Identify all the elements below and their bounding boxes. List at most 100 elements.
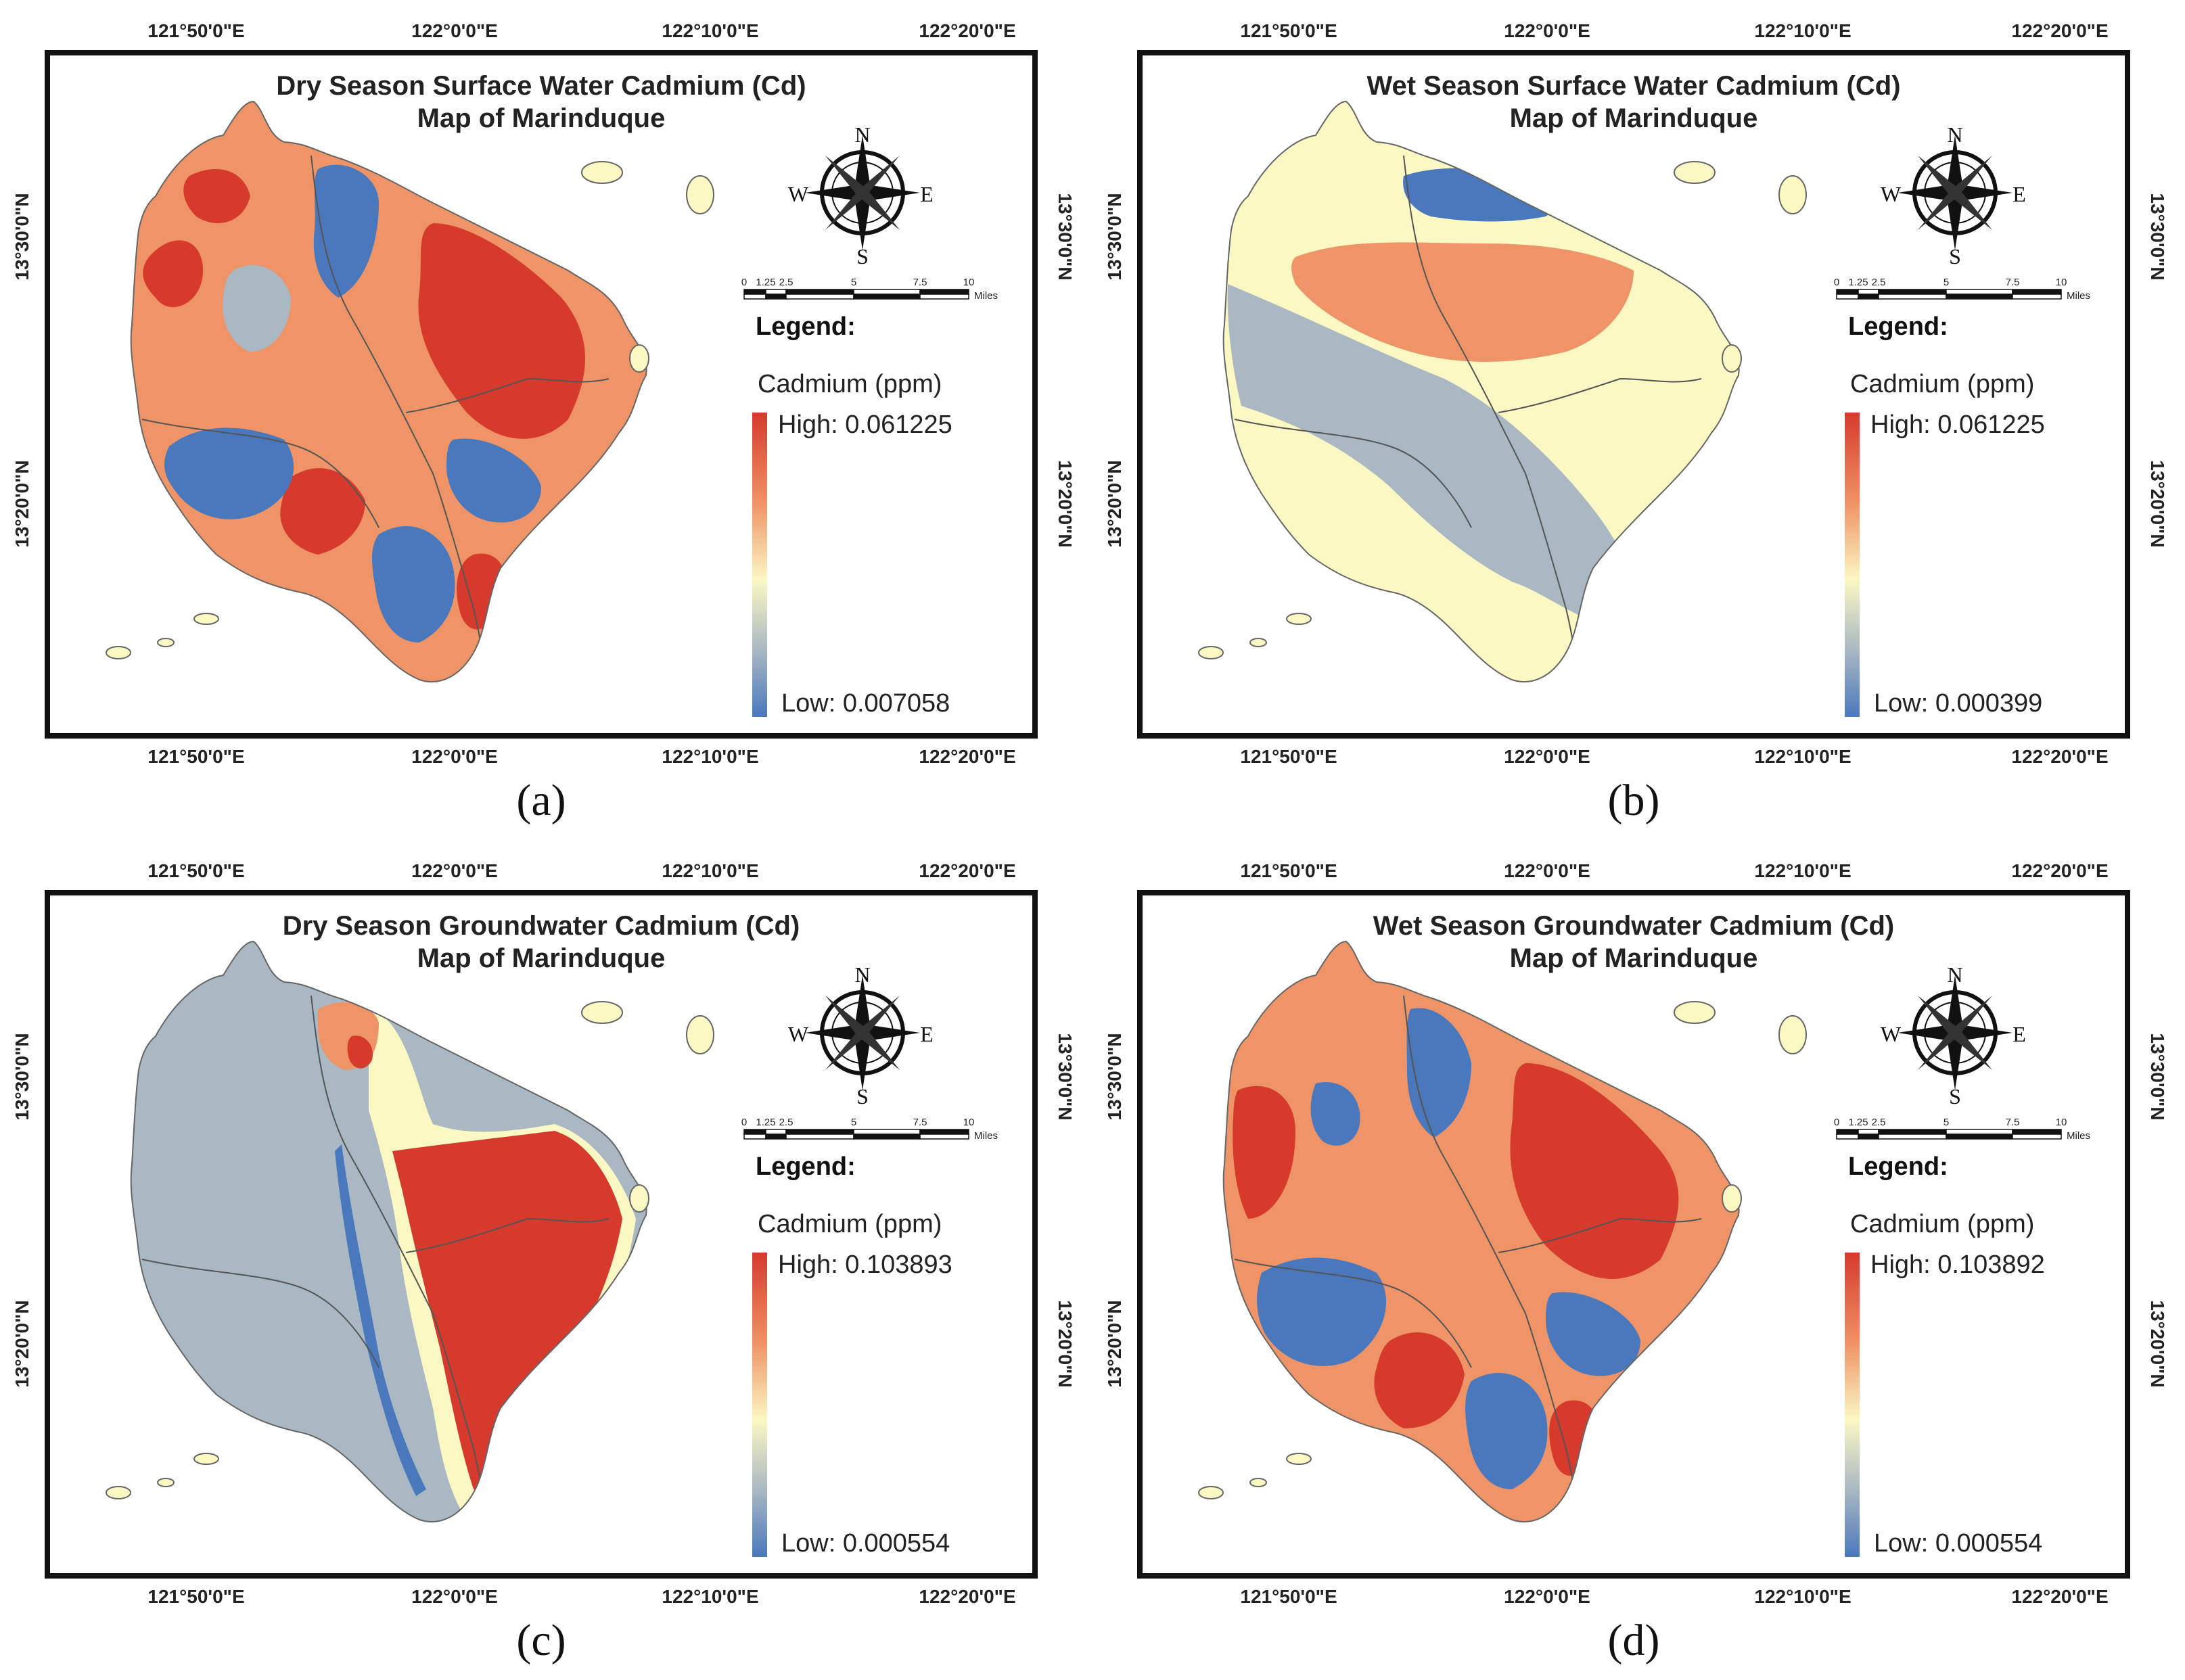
latitude-tick-label: 13°20'0"N bbox=[12, 1300, 32, 1387]
legend-high-label: High: 0.061225 bbox=[778, 411, 952, 439]
small-island bbox=[1198, 1486, 1224, 1499]
concentration-zone bbox=[1546, 1292, 1640, 1376]
longitude-tick-label: 122°0'0"E bbox=[1504, 860, 1590, 881]
compass-s-label: S bbox=[1949, 1084, 1961, 1109]
compass-n-label: N bbox=[1947, 962, 1962, 987]
map-title: Wet Season Groundwater Cadmium (Cd) bbox=[1373, 911, 1894, 941]
legend-color-ramp bbox=[752, 413, 767, 717]
longitude-tick-label: 122°20'0"E bbox=[919, 746, 1015, 767]
compass-n-label: N bbox=[854, 962, 870, 987]
latitude-tick-label: 13°30'0"N bbox=[1055, 193, 1076, 280]
legend-color-ramp bbox=[1845, 413, 1860, 717]
legend-high-label: High: 0.103893 bbox=[778, 1251, 952, 1279]
latitude-tick-label: 13°30'0"N bbox=[2147, 193, 2168, 280]
longitude-tick-label: 122°10'0"E bbox=[662, 20, 758, 41]
scale-bar-label: 2.5 bbox=[779, 1117, 794, 1128]
longitude-tick-label: 122°0'0"E bbox=[1504, 20, 1590, 41]
legend-color-ramp bbox=[752, 1253, 767, 1557]
scale-bar-label: 1.25 bbox=[756, 1117, 775, 1128]
small-island bbox=[1778, 1015, 1807, 1054]
compass-n-label: N bbox=[1947, 122, 1962, 147]
longitude-tick-label: 121°50'0"E bbox=[1240, 20, 1337, 41]
legend-subtitle: Cadmium (ppm) bbox=[758, 370, 942, 398]
latitude-tick-label: 13°30'0"N bbox=[1055, 1033, 1076, 1120]
small-island bbox=[629, 1184, 649, 1213]
longitude-tick-label: 121°50'0"E bbox=[147, 20, 244, 41]
legend-title: Legend: bbox=[1848, 312, 1948, 341]
compass-e-label: E bbox=[2013, 1022, 2026, 1046]
small-island bbox=[157, 1478, 175, 1487]
compass-s-label: S bbox=[856, 244, 869, 269]
compass-s-label: S bbox=[1949, 244, 1961, 269]
concentration-zone bbox=[143, 240, 203, 308]
latitude-tick-label: 13°30'0"N bbox=[2147, 1033, 2168, 1120]
scale-bar-label: 10 bbox=[2056, 1117, 2067, 1128]
longitude-tick-label: 122°10'0"E bbox=[1754, 20, 1851, 41]
latitude-tick-label: 13°20'0"N bbox=[1104, 460, 1125, 547]
panel-caption: (a) bbox=[516, 776, 566, 825]
longitude-tick-label: 122°20'0"E bbox=[2011, 860, 2108, 881]
concentration-zone bbox=[280, 468, 365, 555]
longitude-tick-label: 121°50'0"E bbox=[147, 1586, 244, 1607]
map-subtitle: Map of Marinduque bbox=[1510, 103, 1758, 133]
scale-bar-label: 0 bbox=[741, 1117, 747, 1128]
scale-bar-label: 7.5 bbox=[2006, 1117, 2020, 1128]
municipal-boundary bbox=[141, 1259, 380, 1368]
compass-rose bbox=[805, 135, 920, 250]
latitude-tick-label: 13°20'0"N bbox=[2147, 1300, 2168, 1387]
scale-bar-label: 2.5 bbox=[779, 277, 794, 288]
island-base bbox=[131, 101, 647, 682]
scale-bar-unit: Miles bbox=[2067, 290, 2090, 302]
island-outline bbox=[1222, 940, 1740, 1523]
panel-caption: (d) bbox=[1608, 1616, 1660, 1665]
scale-bar-unit: Miles bbox=[2067, 1130, 2090, 1142]
scale-bar-label: 5 bbox=[1944, 1117, 1949, 1128]
longitude-tick-label: 122°20'0"E bbox=[919, 20, 1015, 41]
longitude-tick-label: 121°50'0"E bbox=[1240, 746, 1337, 767]
legend-subtitle: Cadmium (ppm) bbox=[1850, 370, 2034, 398]
compass-rose bbox=[805, 975, 920, 1090]
concentration-zone bbox=[1291, 242, 1634, 362]
small-island bbox=[1249, 1478, 1267, 1487]
municipal-boundary bbox=[310, 995, 488, 1517]
small-island bbox=[157, 638, 175, 647]
municipal-boundary bbox=[1498, 377, 1702, 413]
map-subtitle: Map of Marinduque bbox=[1510, 943, 1758, 973]
concentration-zone bbox=[1310, 1082, 1360, 1146]
longitude-tick-label: 122°20'0"E bbox=[2011, 1586, 2108, 1607]
municipal-boundary bbox=[405, 1217, 610, 1253]
island-outline bbox=[1222, 100, 1740, 683]
scale-bar bbox=[743, 289, 969, 300]
map-subtitle: Map of Marinduque bbox=[417, 103, 666, 133]
island-outline bbox=[130, 940, 647, 1523]
concentration-zone bbox=[347, 1035, 373, 1069]
scale-bar bbox=[1836, 1129, 2062, 1140]
map-svg-c: 121°50'0"E 121°50'0"E 122°0'0"E 122°0'0"E 12… bbox=[12, 860, 1076, 1665]
concentration-zone bbox=[1465, 1373, 1548, 1489]
municipal-boundary bbox=[141, 419, 380, 528]
small-island bbox=[1778, 175, 1807, 214]
compass-e-label: E bbox=[2013, 182, 2026, 206]
legend-color-ramp bbox=[1845, 1253, 1860, 1557]
longitude-tick-label: 122°0'0"E bbox=[411, 860, 498, 881]
scale-bar-label: 2.5 bbox=[1872, 1117, 1886, 1128]
longitude-tick-label: 122°10'0"E bbox=[1754, 746, 1851, 767]
scale-bar-label: 1.25 bbox=[756, 277, 775, 288]
island-outline bbox=[130, 100, 647, 683]
concentration-zone bbox=[1257, 1257, 1387, 1366]
scale-bar-label: 10 bbox=[963, 1117, 975, 1128]
scale-bar-label: 5 bbox=[851, 1117, 856, 1128]
legend-title: Legend: bbox=[756, 1152, 856, 1181]
longitude-tick-label: 122°20'0"E bbox=[2011, 20, 2108, 41]
legend-low-label: Low: 0.000399 bbox=[1874, 689, 2042, 718]
longitude-tick-label: 122°0'0"E bbox=[411, 20, 498, 41]
municipal-boundary bbox=[405, 377, 610, 413]
small-island bbox=[686, 1015, 714, 1054]
municipal-boundary bbox=[310, 155, 488, 677]
concentration-zone bbox=[1233, 1086, 1295, 1219]
longitude-tick-label: 122°20'0"E bbox=[919, 860, 1015, 881]
longitude-tick-label: 121°50'0"E bbox=[1240, 860, 1337, 881]
longitude-tick-label: 122°10'0"E bbox=[662, 860, 758, 881]
concentration-zone bbox=[1374, 1332, 1465, 1428]
small-island bbox=[1722, 344, 1742, 373]
